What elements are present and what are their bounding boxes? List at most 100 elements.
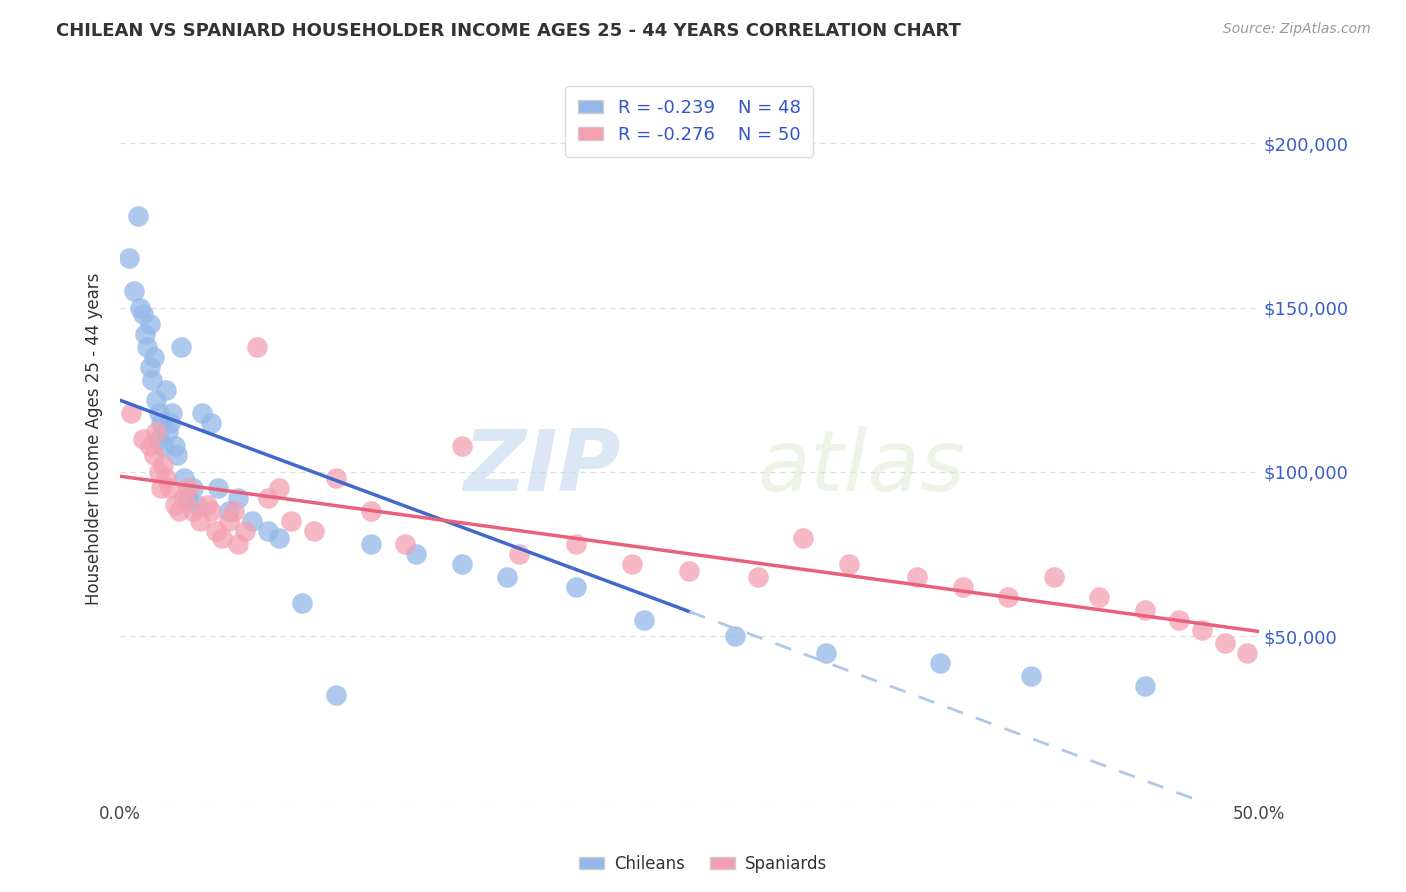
Point [233, 524, 256, 538]
Point [325, 471, 347, 485]
Point [200, 504, 222, 518]
Point [394, 537, 416, 551]
Point [132, 307, 155, 321]
Point [118, 252, 141, 266]
Point [181, 481, 204, 495]
Point [141, 373, 163, 387]
Point [496, 570, 519, 584]
Point [204, 524, 226, 538]
Point [1133, 679, 1156, 693]
Point [155, 471, 177, 485]
Text: Source: ZipAtlas.com: Source: ZipAtlas.com [1223, 22, 1371, 37]
Point [138, 359, 160, 374]
Point [280, 514, 302, 528]
Point [269, 481, 291, 495]
Text: CHILEAN VS SPANIARD HOUSEHOLDER INCOME AGES 25 - 44 YEARS CORRELATION CHART: CHILEAN VS SPANIARD HOUSEHOLDER INCOME A… [56, 22, 962, 40]
Point [1168, 613, 1191, 627]
Point [952, 580, 974, 594]
Point [166, 449, 188, 463]
Point [1019, 669, 1042, 683]
Point [207, 481, 229, 495]
Point [211, 531, 233, 545]
Point [159, 481, 181, 495]
Point [815, 646, 838, 660]
Point [152, 458, 174, 473]
Point [257, 491, 280, 506]
Point [134, 326, 156, 341]
Point [129, 301, 152, 315]
Point [138, 317, 160, 331]
Point [181, 504, 204, 518]
Point [228, 491, 250, 506]
Point [127, 209, 149, 223]
Point [195, 498, 218, 512]
Point [1043, 570, 1066, 584]
Point [200, 416, 222, 430]
Point [145, 392, 167, 407]
Point [564, 580, 586, 594]
Point [177, 481, 200, 495]
Point [167, 504, 190, 518]
Point [155, 383, 177, 397]
Point [228, 537, 250, 551]
Point [136, 340, 159, 354]
Point [621, 557, 644, 571]
Point [148, 465, 170, 479]
Point [257, 524, 280, 538]
Point [360, 537, 382, 551]
Point [678, 564, 700, 578]
Point [724, 629, 747, 643]
Point [162, 406, 184, 420]
Point [145, 425, 167, 440]
Point [188, 514, 211, 528]
Point [148, 406, 170, 420]
Point [132, 432, 155, 446]
Point [149, 481, 172, 495]
Point [173, 471, 195, 485]
Point [191, 406, 214, 420]
Point [1088, 590, 1111, 604]
Point [1191, 623, 1213, 637]
Point [508, 547, 530, 561]
Legend: R = -0.239    N = 48, R = -0.276    N = 50: R = -0.239 N = 48, R = -0.276 N = 50 [565, 87, 813, 157]
Point [163, 439, 186, 453]
Point [170, 340, 193, 354]
Point [173, 491, 195, 506]
Point [177, 491, 200, 506]
Point [633, 613, 655, 627]
Point [997, 590, 1019, 604]
Point [838, 557, 860, 571]
Point [222, 504, 245, 518]
Point [148, 432, 170, 446]
Point [1133, 603, 1156, 617]
Point [405, 547, 427, 561]
Point [929, 656, 952, 670]
Point [450, 557, 472, 571]
Y-axis label: Householder Income Ages 25 - 44 years: Householder Income Ages 25 - 44 years [86, 273, 103, 605]
Point [240, 514, 263, 528]
Point [360, 504, 382, 518]
Point [143, 350, 166, 364]
Point [269, 531, 291, 545]
Point [143, 449, 166, 463]
Point [218, 504, 240, 518]
Point [120, 406, 142, 420]
Text: atlas: atlas [758, 426, 966, 509]
Point [186, 498, 208, 512]
Point [325, 689, 347, 703]
Point [149, 416, 172, 430]
Text: ZIP: ZIP [464, 426, 621, 509]
Point [302, 524, 325, 538]
Point [156, 425, 179, 440]
Point [218, 514, 240, 528]
Point [1213, 636, 1236, 650]
Point [747, 570, 769, 584]
Point [138, 439, 160, 453]
Point [163, 498, 186, 512]
Point [564, 537, 586, 551]
Point [152, 439, 174, 453]
Point [159, 416, 181, 430]
Point [291, 596, 314, 610]
Point [450, 439, 472, 453]
Point [122, 284, 145, 298]
